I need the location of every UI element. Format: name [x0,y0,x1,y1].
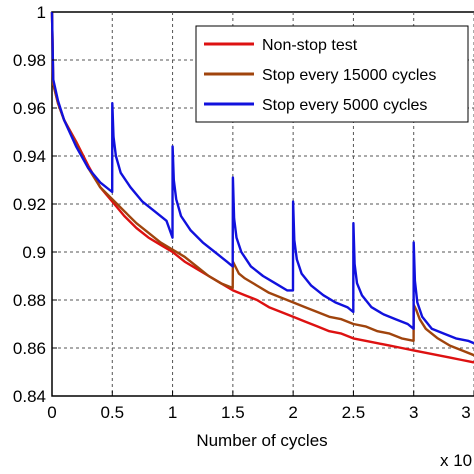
x-tick-labels: 0 0.5 1 1.5 2 2.5 3 3 [47,391,474,422]
y-tick-label: 0.86 [13,339,46,358]
x-tick-label: 1 [168,403,177,422]
x-tick-label: 3 [409,403,418,422]
y-tick-label: 0.88 [13,291,46,310]
x-tick-label: 1.5 [221,403,245,422]
series-line-3 [50,11,474,345]
y-tick-label: 0.98 [13,51,46,70]
x-tick-label: 2.5 [342,403,366,422]
x-tick-label: 0.5 [100,403,124,422]
legend-label-1: Non-stop test [262,37,358,54]
y-tick-labels: 0.84 0.86 0.88 0.9 0.92 0.94 0.96 0.98 1 [13,3,57,406]
y-tick-label: 1 [37,3,46,22]
legend-label-2: Stop every 15000 cycles [262,67,436,84]
x-axis-label: Number of cycles [196,431,327,450]
legend: Non-stop test Stop every 15000 cycles Stop… [195,25,469,123]
x-axis-multiplier-label: x 10 [440,451,472,470]
x-tick-label: 0 [47,403,56,422]
x-tick-label: 2 [288,403,297,422]
legend-label-3: Stop every 5000 cycles [262,97,427,114]
series-lines [50,11,474,364]
y-tick-label: 0.9 [22,243,46,262]
x-tick-label: 3 [461,403,470,422]
y-tick-label: 0.92 [13,195,46,214]
y-tick-label: 0.94 [13,147,46,166]
y-tick-label: 0.96 [13,99,46,118]
y-tick-label: 0.84 [13,387,46,406]
